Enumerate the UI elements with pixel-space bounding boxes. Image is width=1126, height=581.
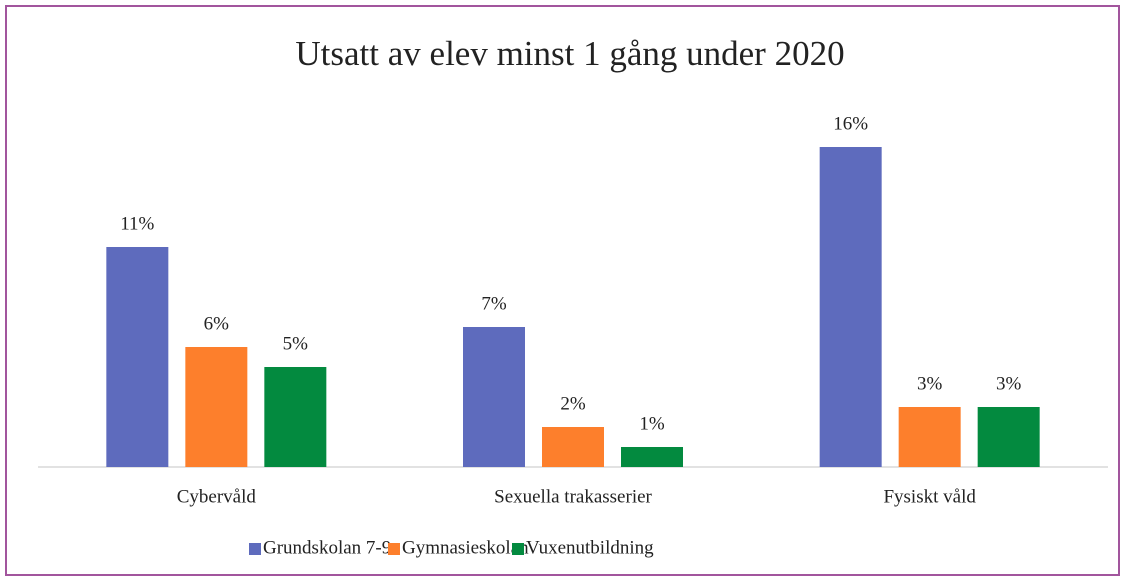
bar — [977, 407, 1040, 467]
bar — [819, 147, 882, 467]
data-label: 3% — [917, 373, 943, 394]
bar — [463, 327, 525, 467]
x-tick-label: Sexuella trakasserier — [494, 486, 652, 507]
data-label: 11% — [120, 213, 154, 234]
bar — [898, 407, 961, 467]
bar — [542, 427, 604, 467]
bar — [264, 367, 327, 467]
bar — [185, 347, 248, 467]
data-label: 16% — [833, 113, 868, 134]
legend-swatch — [512, 543, 524, 555]
legend-label: Gymnasieskolan — [402, 537, 529, 558]
legend-swatch — [388, 543, 400, 555]
legend-swatch — [249, 543, 261, 555]
data-label: 5% — [283, 333, 309, 354]
bar — [106, 247, 169, 467]
data-label: 1% — [639, 413, 665, 434]
data-label: 2% — [560, 393, 586, 414]
data-label: 3% — [996, 373, 1022, 394]
data-label: 6% — [204, 313, 230, 334]
data-label: 7% — [481, 293, 507, 314]
x-tick-label: Cybervåld — [177, 486, 257, 507]
legend-label: Vuxenutbildning — [526, 537, 654, 558]
legend-label: Grundskolan 7-9 — [263, 537, 391, 558]
chart-title: Utsatt av elev minst 1 gång under 2020 — [295, 34, 844, 73]
bar — [621, 447, 683, 467]
chart-border — [5, 5, 1120, 576]
x-tick-label: Fysiskt våld — [883, 486, 976, 507]
